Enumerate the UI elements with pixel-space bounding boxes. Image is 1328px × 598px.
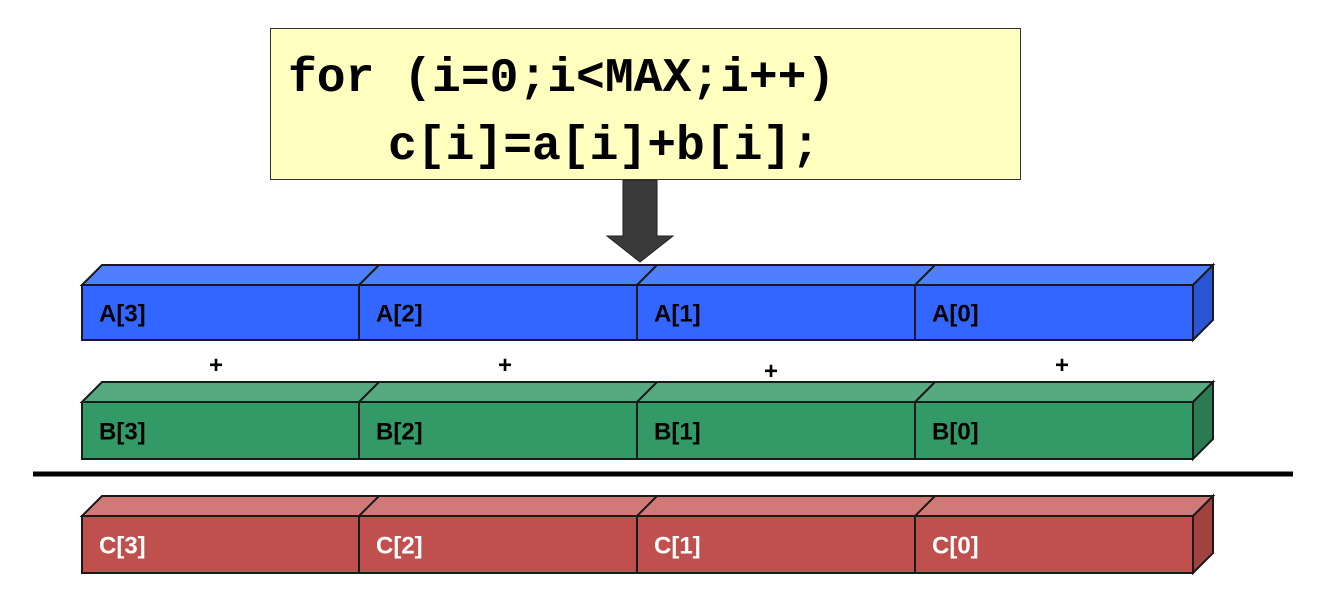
row-b-top-divider-3: [914, 381, 936, 403]
row-a-top-divider-1: [358, 264, 380, 286]
row-c-label-1: C[2]: [376, 533, 423, 560]
row-c-cell-1: [358, 515, 638, 574]
plus-operator-0: +: [209, 352, 223, 379]
row-b-cell-3: [914, 401, 1194, 460]
row-a-label-2: A[1]: [654, 301, 701, 328]
row-a-label-3: A[0]: [932, 301, 979, 328]
row-c-label-3: C[0]: [932, 533, 979, 560]
row-c-label-2: C[1]: [654, 533, 701, 560]
row-a-cell-2: [636, 284, 916, 341]
row-a-cell-1: [358, 284, 638, 341]
row-c-top-divider-1: [358, 495, 380, 517]
code-line-body: c[i]=a[i]+b[i];: [388, 120, 821, 174]
row-a-label-1: A[2]: [376, 301, 423, 328]
row-b-top-divider-1: [358, 381, 380, 403]
code-box: for (i=0;i<MAX;i++) c[i]=a[i]+b[i];: [270, 28, 1021, 180]
row-c-top-divider-3: [914, 495, 936, 517]
row-a-cell-3: [914, 284, 1194, 341]
plus-operator-3: +: [1055, 352, 1069, 379]
row-b-cell-0: [81, 401, 360, 460]
row-b-label-1: B[2]: [376, 419, 423, 446]
row-b-label-3: B[0]: [932, 419, 979, 446]
row-a-cell-0: [81, 284, 360, 341]
plus-operator-1: +: [498, 352, 512, 379]
code-line-loop: for (i=0;i<MAX;i++): [288, 52, 836, 106]
row-a-label-0: A[3]: [99, 301, 146, 328]
row-b-label-2: B[1]: [654, 419, 701, 446]
row-c-top-divider-2: [636, 495, 658, 517]
down-arrow-icon: [605, 179, 675, 263]
row-c-cell-2: [636, 515, 916, 574]
row-c-cell-3: [914, 515, 1194, 574]
row-c-cell-0: [81, 515, 360, 574]
row-a-top-divider-3: [914, 264, 936, 286]
row-a-top-divider-2: [636, 264, 658, 286]
row-b-label-0: B[3]: [99, 419, 146, 446]
row-c-label-0: C[3]: [99, 533, 146, 560]
plus-operator-2: +: [764, 358, 778, 385]
row-b-top-divider-2: [636, 381, 658, 403]
